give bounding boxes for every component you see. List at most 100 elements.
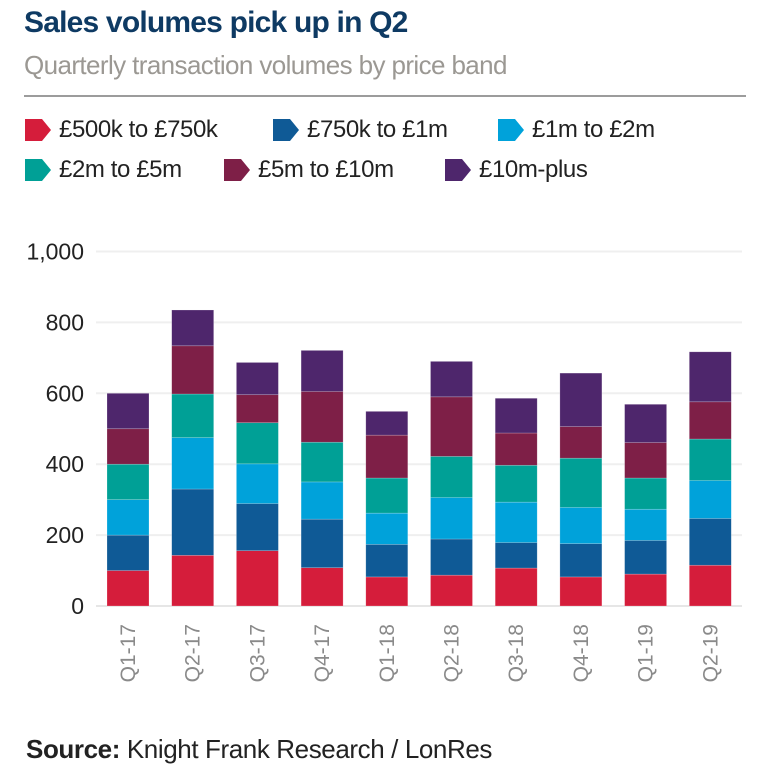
x-tick-label: Q2-19	[699, 624, 722, 682]
legend-label: £1m to £2m	[532, 116, 655, 143]
bar-segment	[106, 428, 150, 465]
bar-stack	[300, 350, 344, 607]
bar-segment	[171, 393, 214, 438]
x-tick-label: Q3-17	[246, 624, 269, 682]
x-tick-label: Q1-18	[376, 624, 399, 682]
legend-label: £500k to £750k	[59, 116, 218, 143]
legend-swatch-icon	[445, 159, 471, 181]
bar-segment	[494, 567, 538, 607]
bar-segment	[236, 422, 279, 465]
bar-segment	[300, 518, 344, 569]
legend-item: £2m to £5m	[25, 156, 182, 184]
legend-item: £500k to £750k	[25, 116, 218, 144]
bar-segment	[365, 434, 409, 479]
x-tick-label: Q3-18	[505, 624, 528, 682]
legend-swatch-icon	[224, 159, 250, 181]
source-text: Knight Frank Research / LonRes	[120, 734, 493, 764]
bar-segment	[624, 508, 667, 541]
bar-segment	[624, 442, 667, 479]
bar-segment	[365, 477, 409, 514]
legend-swatch-icon	[498, 119, 524, 141]
bar-segment	[106, 499, 150, 536]
bar-segment	[236, 503, 279, 551]
header-divider	[24, 95, 746, 97]
bar-segment	[430, 396, 473, 457]
x-tick-label: Q1-19	[635, 624, 658, 682]
bar-segment	[430, 361, 473, 398]
bar-segment	[430, 497, 473, 540]
bar-segment	[559, 507, 603, 544]
bar-stack	[236, 362, 279, 607]
bar-segment	[365, 544, 409, 578]
bar-segment	[494, 501, 538, 543]
bar-segment	[494, 542, 538, 569]
bar-segment	[236, 394, 279, 424]
legend-swatch-icon	[25, 159, 51, 181]
bar-segment	[559, 457, 603, 508]
bar-stack	[624, 403, 667, 607]
bar-segment	[236, 362, 279, 396]
bar-segment	[300, 481, 344, 520]
source-label: Source:	[26, 734, 121, 764]
y-tick-label: 600	[46, 380, 84, 406]
bar-segment	[430, 538, 473, 576]
bar-segment	[688, 518, 732, 566]
y-tick-label: 1,000	[26, 239, 84, 265]
chart-subtitle: Quarterly transaction volumes by price b…	[24, 50, 507, 80]
x-tick-label: Q4-17	[311, 624, 334, 682]
bar-segment	[624, 540, 667, 575]
chart-title: Sales volumes pick up in Q2	[24, 6, 408, 39]
bar-segment	[300, 567, 344, 607]
bar-segment	[300, 391, 344, 443]
bar-segment	[300, 441, 344, 483]
x-tick-label: Q1-17	[117, 624, 140, 682]
bar-segment	[171, 345, 214, 395]
bar-segment	[236, 550, 279, 607]
bar-segment	[430, 456, 473, 498]
bars	[106, 309, 732, 607]
y-axis-ticks: 0 200 400 600 800 1,000	[26, 239, 84, 620]
bar-stack	[106, 392, 150, 607]
bar-segment	[171, 309, 214, 347]
bar-segment	[494, 464, 538, 503]
bar-segment	[365, 512, 409, 545]
bar-segment	[688, 401, 732, 440]
bar-segment	[171, 437, 214, 490]
bar-stack	[494, 397, 538, 607]
bar-segment	[365, 576, 409, 607]
bar-segment	[106, 534, 150, 571]
bar-stack	[365, 411, 409, 607]
bar-segment	[688, 480, 732, 519]
bar-segment	[300, 350, 344, 392]
bar-segment	[365, 411, 409, 436]
bar-segment	[559, 576, 603, 607]
legend-item: £1m to £2m	[498, 116, 655, 144]
bar-segment	[106, 392, 150, 430]
bar-segment	[624, 477, 667, 510]
x-tick-label: Q4-18	[570, 624, 593, 682]
legend-item: £750k to £1m	[273, 116, 448, 144]
bar-segment	[688, 438, 732, 481]
bar-segment	[171, 488, 214, 556]
bar-stack	[559, 372, 603, 607]
bar-segment	[106, 463, 150, 500]
bar-stack	[430, 361, 473, 607]
legend-swatch-icon	[273, 119, 299, 141]
y-tick-label: 400	[46, 451, 84, 477]
bar-segment	[494, 432, 538, 466]
bar-segment	[688, 351, 732, 403]
bar-stack	[171, 309, 214, 607]
bar-segment	[688, 564, 732, 607]
bar-segment	[494, 397, 538, 434]
legend-swatch-icon	[25, 119, 51, 141]
legend-label: £5m to £10m	[258, 156, 394, 183]
bar-segment	[559, 543, 603, 578]
bar-stack	[688, 351, 732, 607]
legend-item: £5m to £10m	[224, 156, 394, 184]
x-axis-ticks: Q1-17 Q2-17 Q3-17 Q4-17 Q1-18 Q2-18 Q3-18 Q4-18…	[117, 624, 722, 682]
y-tick-label: 200	[46, 522, 84, 548]
bar-segment	[624, 573, 667, 607]
legend-item: £10m-plus	[445, 156, 588, 184]
y-tick-label: 0	[71, 593, 84, 619]
